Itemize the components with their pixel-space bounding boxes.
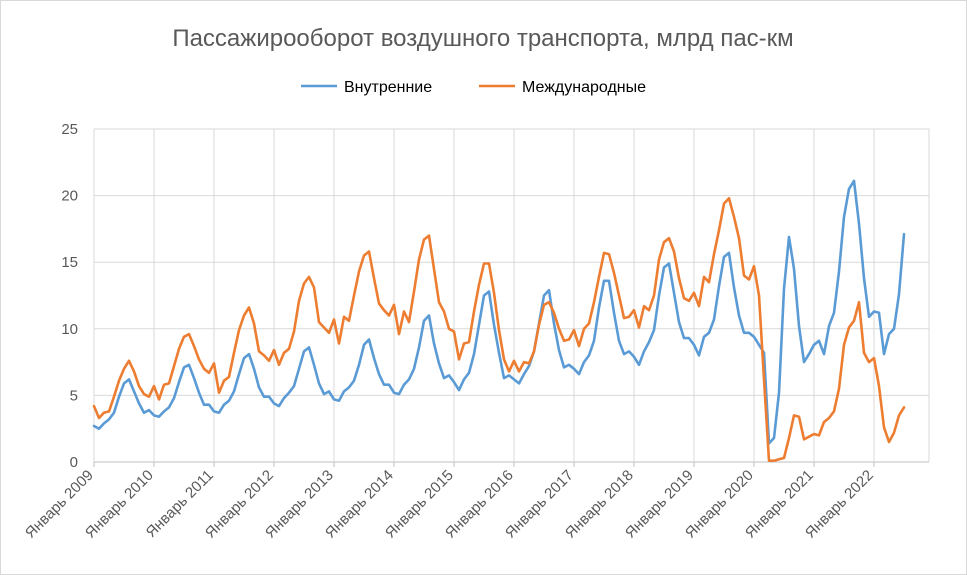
chart-title: Пассажирооборот воздушного транспорта, м… — [172, 25, 793, 52]
y-tick-label: 20 — [61, 188, 78, 205]
gridlines — [93, 128, 930, 463]
y-tick-label: 5 — [70, 387, 78, 404]
series-line-domestic — [92, 179, 906, 445]
series-line-international — [92, 197, 906, 463]
legend-label: Внутренние — [344, 79, 432, 96]
y-tick-label: 25 — [61, 121, 78, 138]
legend: Внутренние Международные — [301, 79, 646, 96]
series-lines — [92, 179, 906, 463]
y-tick-label: 10 — [61, 321, 78, 338]
y-axis: 0 5 10 15 20 25 — [61, 121, 78, 471]
legend-label: Международные — [522, 79, 646, 96]
y-tick-label: 0 — [70, 454, 78, 471]
y-tick-label: 15 — [61, 254, 78, 271]
